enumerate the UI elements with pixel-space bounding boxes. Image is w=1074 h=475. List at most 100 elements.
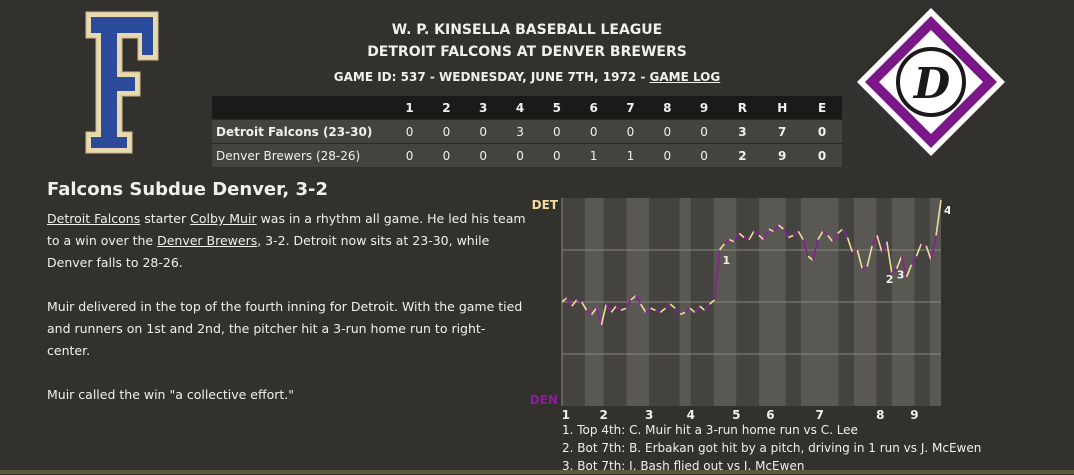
inning-score-cell: 0 (516, 148, 524, 163)
inning-header: 8 (663, 100, 672, 115)
errors-total-cell: 0 (817, 124, 827, 139)
runs-total-cell: 3 (738, 124, 747, 139)
wp-line-segment (640, 303, 647, 313)
inning-score-cell: 0 (405, 124, 414, 139)
story-paragraph: Detroit Falcons starter Colby Muir was i… (47, 208, 527, 274)
wp-line-segment (723, 238, 730, 245)
key-play-item: 3. Bot 7th: I. Bash flied out vs J. McEw… (562, 459, 805, 473)
wp-line-segment (930, 235, 937, 261)
wp-line-segment (856, 249, 864, 269)
wp-line-segment (935, 199, 942, 236)
wp-line-segment (817, 230, 824, 241)
story-paragraph: Muir delivered in the top of the fourth … (47, 299, 523, 358)
wp-line-segment (713, 249, 721, 300)
wp-line-segment (832, 232, 839, 243)
home-team-link[interactable]: Denver Brewers (157, 233, 258, 248)
inning-header: 3 (479, 100, 488, 115)
hits-total-cell: 7 (778, 124, 787, 139)
wp-line-segment (689, 307, 696, 314)
wp-line-segment (699, 305, 706, 311)
wp-line-segment (743, 236, 750, 241)
inning-tick-label: 9 (910, 408, 918, 422)
team-header-cell (212, 96, 391, 120)
game-id-date: GAME ID: 537 - WEDNESDAY, JUNE 7TH, 1972… (333, 70, 650, 84)
wp-line-segment (709, 299, 716, 305)
home-team-logo: D (857, 8, 1005, 156)
story-text: , 3-2. Detroit now sits at 23-30, while … (47, 233, 490, 270)
runs-header: R (737, 100, 748, 115)
inning-score-cell: 0 (553, 124, 561, 139)
wp-line-segment (704, 303, 711, 311)
wp-line-segment (822, 230, 829, 237)
wp-line-segment (655, 309, 661, 314)
wp-line-segment (866, 245, 873, 267)
inning-score-cell: 0 (479, 124, 488, 139)
inning-tick-label: 7 (816, 408, 824, 422)
inning-tick-label: 4 (687, 408, 695, 422)
wp-line-segment (610, 305, 617, 313)
inning-header: 6 (589, 100, 598, 115)
wp-line-segment (837, 228, 844, 234)
player-link[interactable]: Colby Muir (190, 211, 257, 226)
wp-line-segment (576, 299, 582, 303)
wp-line-segment (895, 255, 903, 270)
wp-line-segment (773, 224, 780, 232)
wp-line-segment (615, 305, 622, 311)
inning-score-cell: 0 (405, 148, 414, 163)
wp-line-segment (763, 228, 770, 240)
inning-score-cell: 0 (663, 148, 672, 163)
wp-line-segment (625, 299, 632, 309)
wp-line-segment (812, 239, 819, 261)
bottom-team-label: DEN (530, 393, 558, 407)
wp-line-segment (571, 299, 578, 307)
home-team-row: Denver Brewers (28-26) 0 0 0 0 0 1 1 0 0… (212, 143, 842, 167)
inning-score-cell: 0 (479, 148, 488, 163)
story-paragraph: Muir called the win "a collective effort… (47, 387, 295, 402)
wp-line-segment (915, 243, 923, 257)
wp-line-segment (807, 255, 814, 262)
game-header: W. P. KINSELLA BASEBALL LEAGUE DETROIT F… (212, 20, 842, 85)
wp-line-segment (758, 234, 765, 241)
wp-line-segment (600, 303, 608, 326)
inning-score-cell: 0 (589, 124, 598, 139)
wp-line-segment (852, 249, 858, 253)
wp-line-segment (753, 230, 760, 237)
key-play-item: 2. Bot 7th: B. Erbakan got hit by a pitc… (562, 441, 982, 455)
wp-line-segment (802, 239, 809, 257)
away-logo-letter (91, 17, 153, 148)
inning-tick-label: 8 (876, 408, 884, 422)
key-play-item: 1. Top 4th: C. Muir hit a 3-run home run… (562, 423, 858, 437)
wp-line-segment (679, 311, 686, 316)
wp-line-segment (645, 307, 652, 314)
game-log-link[interactable]: GAME LOG (649, 70, 721, 84)
inning-tick-label: 1 (562, 408, 570, 422)
wp-line-segment (797, 230, 804, 241)
inning-score-cell: 1 (589, 148, 598, 163)
inning-tick-label: 2 (600, 408, 608, 422)
away-team-link[interactable]: Detroit Falcons (47, 211, 141, 226)
key-plays-list: 1. Top 4th: C. Muir hit a 3-run home run… (562, 421, 981, 475)
wp-line-segment (905, 264, 913, 278)
wp-line-segment (881, 241, 888, 253)
wp-line-segment (782, 228, 790, 238)
matchup-title: DETROIT FALCONS AT DENVER BREWERS (367, 44, 687, 60)
wp-line-segment (694, 305, 701, 313)
inning-header: 9 (699, 100, 709, 115)
game-story: Falcons Subdue Denver, 3-2 Detroit Falco… (47, 178, 527, 428)
wp-line-segment (718, 243, 726, 251)
inning-score-cell: 0 (663, 124, 672, 139)
wp-line-segment (748, 230, 755, 241)
footer-stripe (0, 470, 1074, 474)
inning-score-cell: 0 (626, 124, 635, 139)
inning-score-cell: 0 (442, 148, 451, 163)
hits-header: H (777, 100, 788, 115)
wp-line-segment (590, 307, 598, 315)
wp-line-segment (684, 307, 691, 314)
away-team-row: Detroit Falcons (23-30) 0 0 0 3 0 0 0 0 … (212, 119, 842, 144)
wp-line-segment (738, 232, 745, 239)
play-annotation: 1 (723, 254, 731, 267)
inning-score-cell: 0 (442, 124, 451, 139)
wp-line-segment (910, 255, 918, 265)
hits-total-cell: 9 (778, 148, 787, 163)
inning-header: 1 (405, 100, 414, 115)
